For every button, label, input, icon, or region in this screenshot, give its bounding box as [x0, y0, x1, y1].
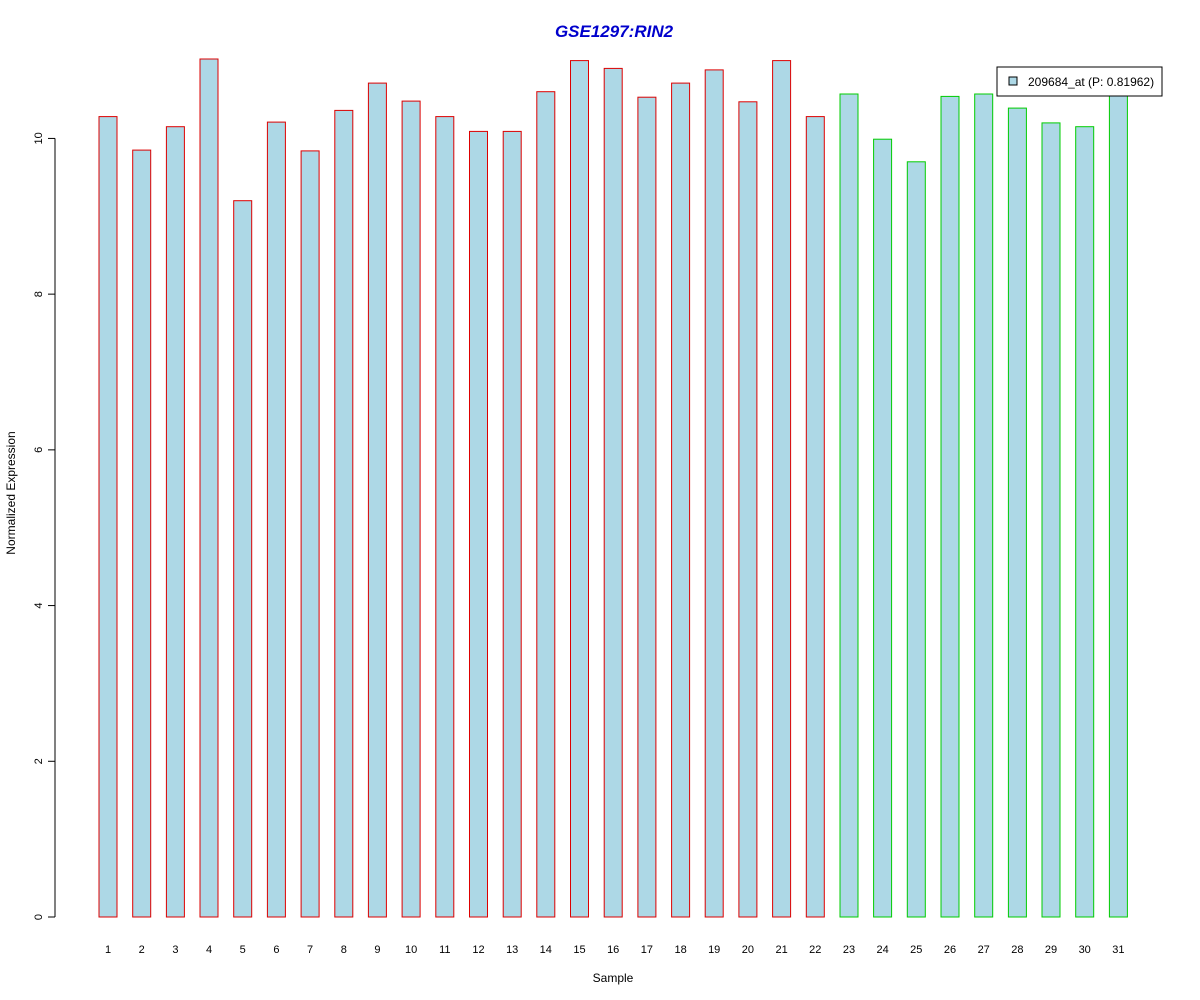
bar-sample-3: [165, 126, 185, 918]
bar-sample-22: [805, 116, 825, 918]
y-tick-label: 8: [33, 291, 45, 297]
x-tick-label: 23: [843, 944, 855, 956]
bar-sample-18: [671, 82, 691, 918]
bar-sample-26: [940, 95, 960, 918]
x-tick-label: 19: [708, 944, 720, 956]
bar-sample-24: [873, 138, 893, 918]
x-tick-label: 25: [910, 944, 922, 956]
x-tick-label: 22: [809, 944, 821, 956]
bar-sample-9: [367, 82, 387, 918]
x-tick-label: 3: [172, 944, 178, 956]
y-axis-label: Normalized Expression: [4, 431, 18, 554]
x-tick-label: 16: [607, 944, 619, 956]
bar-sample-10: [401, 100, 421, 918]
x-tick-label: 5: [240, 944, 246, 956]
bars-group: [98, 58, 1128, 918]
bar-sample-11: [435, 116, 455, 918]
bar-sample-2: [132, 149, 152, 918]
legend-box: [996, 66, 1163, 97]
x-tick-label: 17: [641, 944, 653, 956]
x-tick-label: 8: [341, 944, 347, 956]
x-tick-labels: 1 2 3 4 5 6 7 8 9 10 11 12 13 14 15 16 17 18 19 20 21 22 23 24 2…: [105, 944, 1125, 956]
x-tick-label: 18: [674, 944, 686, 956]
bar-sample-15: [570, 60, 589, 918]
bar-sample-5: [233, 200, 253, 918]
bar-sample-17: [637, 96, 657, 918]
x-tick-label: 12: [472, 944, 484, 956]
bar-sample-7: [300, 150, 320, 918]
x-tick-label: 21: [775, 944, 787, 956]
x-tick-label: 15: [573, 944, 585, 956]
x-tick-label: 28: [1011, 944, 1023, 956]
y-tick-label: 2: [33, 758, 45, 764]
bar-sample-28: [1007, 107, 1027, 918]
legend-swatch: [1008, 76, 1018, 86]
x-tick-label: 10: [405, 944, 417, 956]
x-tick-label: 29: [1045, 944, 1057, 956]
bar-sample-19: [704, 69, 724, 918]
x-tick-label: 1: [105, 944, 111, 956]
x-axis-label: Sample: [593, 971, 634, 985]
x-tick-label: 20: [742, 944, 754, 956]
x-tick-label: 6: [273, 944, 279, 956]
x-tick-label: 14: [540, 944, 552, 956]
y-tick-label: 10: [33, 132, 45, 144]
bar-sample-13: [502, 130, 522, 918]
x-tick-label: 4: [206, 944, 212, 956]
x-tick-label: 11: [439, 944, 450, 956]
x-tick-label: 13: [506, 944, 518, 956]
bar-sample-30: [1075, 126, 1095, 918]
legend: 209684_at (P: 0.81962): [996, 66, 1163, 97]
bar-sample-8: [334, 109, 354, 918]
y-tick-label: 0: [33, 914, 45, 920]
bar-sample-25: [906, 161, 926, 918]
bar-sample-16: [603, 67, 623, 918]
bar-sample-29: [1041, 122, 1061, 918]
bar-sample-27: [974, 93, 994, 918]
x-tick-label: 30: [1079, 944, 1091, 956]
chart-title: GSE1297:RIN2: [555, 22, 674, 41]
x-tick-label: 26: [944, 944, 956, 956]
bar-sample-31: [1108, 93, 1128, 918]
bar-sample-12: [469, 130, 488, 918]
x-tick-label: 24: [876, 944, 888, 956]
bar-sample-6: [266, 121, 286, 918]
x-tick-label: 7: [307, 944, 313, 956]
x-tick-label: 2: [139, 944, 145, 956]
y-tick-label: 4: [33, 603, 45, 609]
x-tick-label: 27: [978, 944, 990, 956]
bar-sample-1: [98, 116, 118, 918]
x-tick-label: 31: [1112, 944, 1124, 956]
x-tick-label: 9: [374, 944, 380, 956]
bar-sample-20: [738, 101, 758, 918]
y-axis: 0 2 4 6 8 10: [33, 132, 56, 920]
bar-sample-21: [772, 60, 792, 918]
legend-label: 209684_at (P: 0.81962): [1028, 75, 1154, 89]
y-tick-label: 6: [33, 447, 45, 453]
bar-sample-14: [536, 91, 556, 918]
bar-sample-4: [199, 58, 219, 918]
bar-sample-23: [839, 93, 859, 918]
